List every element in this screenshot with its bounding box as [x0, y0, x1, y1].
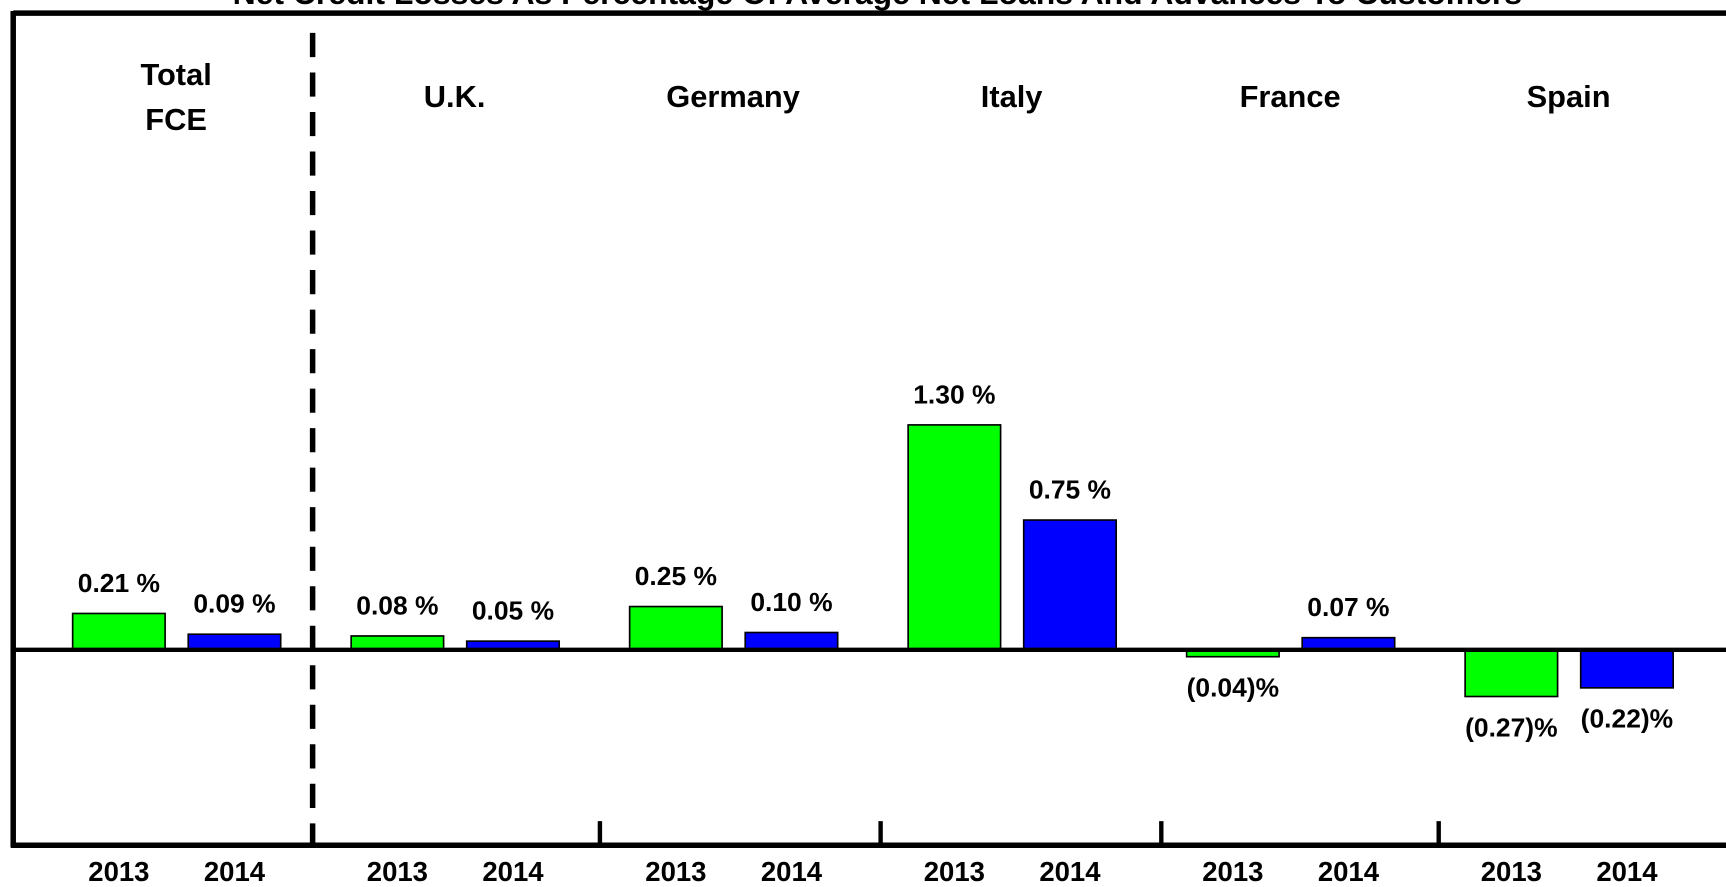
x-tick-label: 2014	[1039, 856, 1101, 887]
group-label: Germany	[666, 79, 800, 114]
group-label: France	[1240, 79, 1341, 114]
value-label: 0.08 %	[356, 590, 438, 620]
x-tick-label: 2013	[367, 856, 428, 887]
group-label: Spain	[1527, 79, 1611, 114]
value-label: 0.25 %	[635, 561, 717, 591]
bar	[71, 612, 166, 651]
value-label: 1.30 %	[913, 379, 995, 409]
value-label: 0.05 %	[472, 596, 554, 626]
bar	[187, 633, 282, 651]
x-tick-label: 2013	[924, 856, 985, 887]
x-tick-label: 2013	[1202, 856, 1263, 887]
bar	[907, 424, 1002, 651]
bar	[744, 631, 839, 651]
x-tick-label: 2014	[1596, 856, 1658, 887]
x-tick-label: 2013	[645, 856, 706, 887]
value-label: (0.22)%	[1581, 704, 1673, 734]
value-label: 0.21 %	[78, 568, 160, 598]
bar	[628, 605, 723, 651]
x-tick-label: 2013	[88, 856, 149, 887]
value-label: (0.04)%	[1187, 673, 1279, 703]
x-tick-label: 2014	[761, 856, 823, 887]
bar	[1022, 519, 1118, 651]
value-label: 0.10 %	[750, 587, 832, 617]
value-label: 0.75 %	[1029, 475, 1111, 505]
group-label: Total FCE	[140, 57, 211, 137]
bar	[1464, 648, 1559, 698]
group-label: Italy	[981, 79, 1043, 114]
x-tick-label: 2014	[1318, 856, 1380, 887]
x-tick-label: 2014	[482, 856, 544, 887]
x-tick-label: 2013	[1481, 856, 1542, 887]
bar	[1579, 648, 1674, 689]
value-label: (0.27)%	[1465, 712, 1557, 742]
group-ticks	[597, 821, 1441, 846]
group-label: U.K.	[424, 79, 486, 114]
x-tick-label: 2014	[204, 856, 266, 887]
value-label: 0.09 %	[193, 589, 275, 619]
chart-title: Net Credit Losses As Percentage Of Avera…	[233, 0, 1522, 11]
value-label: 0.07 %	[1307, 592, 1389, 622]
